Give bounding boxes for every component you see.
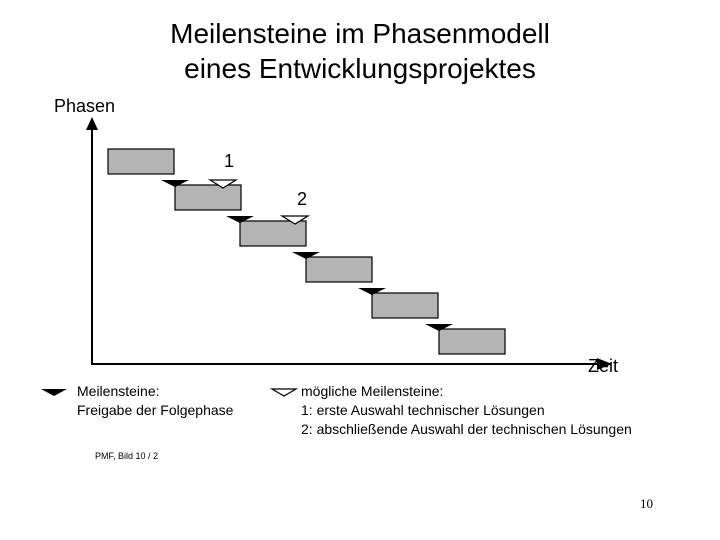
phase-bar bbox=[438, 328, 506, 355]
milestone-icon bbox=[358, 288, 386, 295]
milestone-icon bbox=[161, 180, 189, 187]
footer-reference: PMF, Bild 10 / 2 bbox=[95, 451, 159, 461]
possible-milestone-icon bbox=[207, 179, 239, 189]
possible-milestone-icon bbox=[279, 215, 311, 225]
legend-milestone: Meilensteine: Freigabe der Folgephase bbox=[77, 382, 233, 420]
legend-possible-milestone: mögliche Meilensteine: 1: erste Auswahl … bbox=[301, 382, 632, 439]
legend-possible-milestone-icon bbox=[269, 388, 299, 397]
legend-possible-milestone-line-2: 1: erste Auswahl technischer Lösungen bbox=[301, 402, 545, 418]
legend-possible-milestone-line-3: 2: abschließende Auswahl der technischen… bbox=[301, 421, 632, 437]
legend-milestone-line-2: Freigabe der Folgephase bbox=[77, 402, 234, 418]
phase-bar bbox=[371, 292, 439, 319]
phase-bar bbox=[305, 256, 373, 283]
legend-milestone-line-1: Meilensteine: bbox=[77, 383, 160, 399]
y-axis-label: Phasen bbox=[54, 96, 116, 116]
phase-bar bbox=[107, 148, 175, 175]
possible-milestone-label-2: 2 bbox=[297, 189, 308, 209]
page-number: 10 bbox=[640, 496, 653, 511]
x-axis-arrow bbox=[597, 358, 612, 370]
legend-milestone-icon bbox=[41, 389, 67, 396]
legend-possible-milestone-line-1: mögliche Meilensteine: bbox=[301, 383, 444, 399]
phase-bar bbox=[174, 184, 242, 211]
milestone-icon bbox=[292, 252, 320, 259]
y-axis-arrow bbox=[86, 117, 98, 130]
title-line-2: eines Entwicklungsprojektes bbox=[184, 53, 536, 84]
possible-milestone-label-1: 1 bbox=[224, 151, 235, 171]
milestone-icon bbox=[425, 324, 453, 331]
page-title: Meilensteine im Phasenmodell eines Entwi… bbox=[0, 16, 720, 86]
title-line-1: Meilensteine im Phasenmodell bbox=[170, 18, 550, 49]
phase-bar bbox=[239, 220, 307, 247]
milestone-icon bbox=[226, 216, 254, 223]
